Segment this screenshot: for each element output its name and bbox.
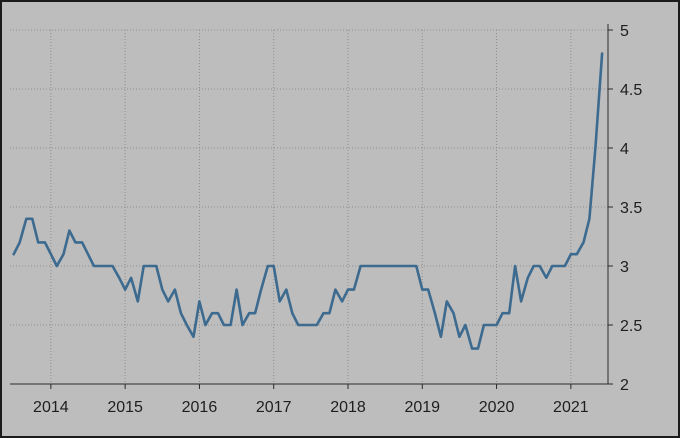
- x-tick-label: 2016: [182, 399, 218, 416]
- x-tick-label: 2019: [404, 399, 440, 416]
- series-line: [12, 52, 604, 350]
- axes: [10, 24, 613, 389]
- x-tick-label: 2014: [33, 399, 69, 416]
- y-tick-label: 2.5: [620, 318, 642, 335]
- x-axis-tick-labels: 2014 2015 2016 2017 2018 2019 2020 2021: [33, 399, 589, 416]
- x-tick-label: 2018: [330, 399, 366, 416]
- series-group: [12, 52, 604, 350]
- y-tick-label: 2: [620, 377, 629, 394]
- y-tick-label: 5: [620, 23, 629, 40]
- y-tick-label: 3: [620, 259, 629, 276]
- y-tick-label: 4: [620, 141, 629, 158]
- y-tick-label: 3.5: [620, 200, 642, 217]
- x-tick-label: 2021: [553, 399, 589, 416]
- x-tick-label: 2017: [256, 399, 292, 416]
- y-axis-tick-labels: 2 2.5 3 3.5 4 4.5 5: [620, 23, 642, 394]
- x-tick-label: 2020: [479, 399, 515, 416]
- gridlines: [10, 29, 608, 385]
- y-tick-label: 4.5: [620, 82, 642, 99]
- x-tick-label: 2015: [107, 399, 143, 416]
